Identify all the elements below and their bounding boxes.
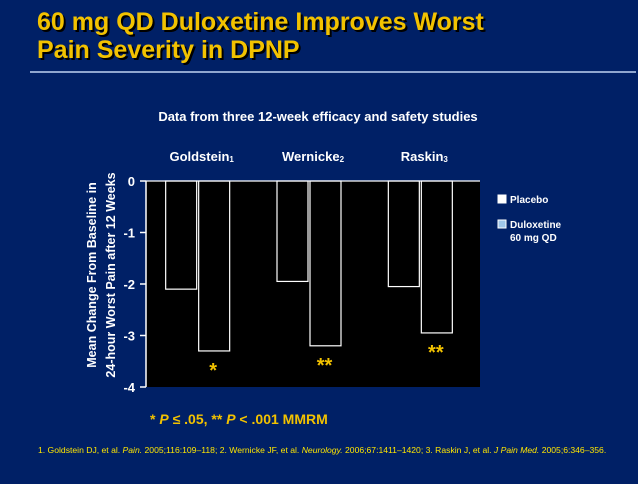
significance-marker: ** bbox=[317, 355, 333, 377]
bar-duloxetine bbox=[309, 180, 342, 347]
category-name: Wernicke bbox=[282, 149, 340, 164]
slide-title-line2: Pain Severity in DPNP bbox=[37, 36, 300, 64]
chart-title: Data from three 12-week efficacy and saf… bbox=[158, 109, 477, 124]
y-axis-title-line1: Mean Change From Baseline in bbox=[85, 182, 99, 367]
significance-marker: ** bbox=[428, 342, 444, 364]
legend-label-placebo: Placebo bbox=[510, 195, 548, 206]
y-tick-label: -2 bbox=[123, 277, 135, 292]
legend-label-duloxetine-line1: Duloxetine bbox=[510, 220, 562, 231]
note-star: * bbox=[150, 411, 159, 427]
category-name: Raskin bbox=[401, 149, 444, 164]
y-tick-label: 0 bbox=[128, 174, 135, 189]
bar-duloxetine bbox=[420, 180, 453, 334]
significance-marker: * bbox=[209, 360, 217, 382]
y-axis-title-line2: 24-hour Worst Pain after 12 Weeks bbox=[104, 172, 118, 377]
y-tick-label: -4 bbox=[123, 380, 135, 395]
category-ref: 2 bbox=[340, 155, 345, 164]
ref-journal: Neurology. bbox=[301, 445, 343, 455]
ref-text: 1. Goldstein DJ, et al. bbox=[38, 445, 123, 455]
ref-text: 2006;67:1411–1420; 3. Raskin J, et al. bbox=[342, 445, 494, 455]
category-ref: 1 bbox=[229, 155, 234, 164]
legend-label-duloxetine-line2: 60 mg QD bbox=[510, 233, 557, 244]
title-divider bbox=[30, 71, 636, 73]
ref-text: 2005;116:109–118; 2. Wernicke JF, et al. bbox=[142, 445, 302, 455]
legend-label-duloxetine: Duloxetine 60 mg QD bbox=[510, 220, 562, 244]
bar-placebo bbox=[387, 180, 420, 288]
note-p: P bbox=[159, 411, 169, 427]
y-tick-label: -3 bbox=[123, 329, 135, 344]
note-op2: < bbox=[236, 411, 252, 427]
legend-swatch-placebo bbox=[497, 194, 507, 204]
category-name: Goldstein bbox=[169, 149, 229, 164]
legend-swatch-duloxetine bbox=[497, 219, 507, 229]
references-footnote: 1. Goldstein DJ, et al. Pain. 2005;116:1… bbox=[38, 445, 628, 456]
bar-placebo bbox=[165, 180, 198, 290]
ref-text: 2005;6:346–356. bbox=[539, 445, 607, 455]
note-p: P bbox=[226, 411, 236, 427]
slide-title: 60 mg QD Duloxetine Improves Worst Pain … bbox=[37, 8, 627, 64]
category-ref: 3 bbox=[443, 155, 448, 164]
category-label: Wernicke2 bbox=[282, 149, 345, 164]
category-label: Raskin3 bbox=[401, 149, 449, 164]
y-tick-label: -1 bbox=[123, 226, 135, 241]
bar-placebo bbox=[276, 180, 309, 283]
note-dstar: ** bbox=[211, 411, 226, 427]
ref-journal: J Pain Med. bbox=[493, 445, 540, 455]
significance-note: * P ≤ .05, ** P < .001 MMRM bbox=[150, 411, 328, 427]
bar-duloxetine bbox=[198, 180, 231, 352]
category-label: Goldstein1 bbox=[169, 149, 234, 164]
note-val1: .05, bbox=[184, 411, 211, 427]
note-val2: .001 MMRM bbox=[252, 411, 328, 427]
ref-journal: Pain. bbox=[122, 445, 143, 455]
y-axis-title: Mean Change From Baseline in 24-hour Wors… bbox=[85, 172, 118, 377]
slide-title-line1: 60 mg QD Duloxetine Improves Worst bbox=[37, 8, 484, 36]
note-op1: ≤ bbox=[169, 411, 184, 427]
